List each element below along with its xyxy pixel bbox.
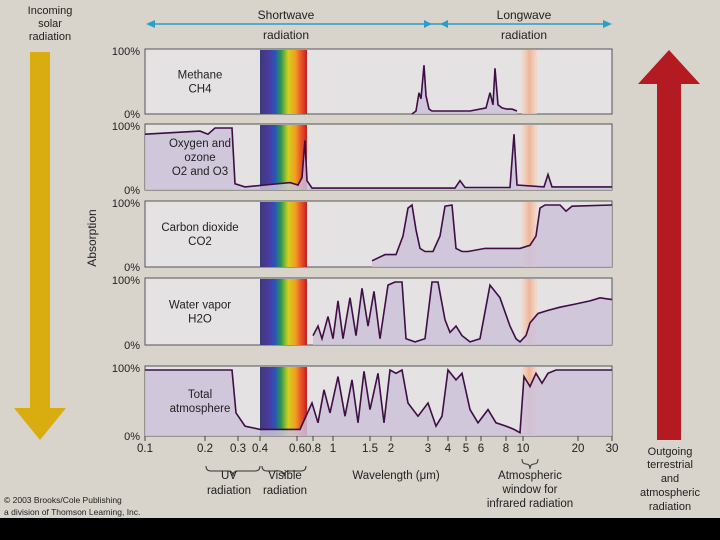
- x-tick-label: 6: [478, 443, 484, 455]
- window-label-2: window for: [502, 484, 558, 496]
- x-tick-label: 3: [425, 443, 431, 455]
- panel-label-line: Water vapor: [169, 300, 231, 312]
- absorption-curve: [371, 203, 613, 262]
- panel-water-vapor: 100% 0% Water vapor H2O: [112, 275, 613, 352]
- visible-spectrum-band: [260, 125, 307, 190]
- percent-100-label: 100%: [112, 121, 140, 133]
- atmospheric-window-band: [522, 50, 537, 114]
- incoming-label-3: radiation: [29, 31, 71, 43]
- percent-0-label: 0%: [124, 431, 140, 443]
- x-tick-label: 0.2: [197, 443, 213, 455]
- copyright-line-2: a division of Thomson Learning, Inc.: [4, 507, 140, 517]
- x-tick-label: 0.8: [305, 443, 321, 455]
- copyright-line-1: © 2003 Brooks/Cole Publishing: [4, 495, 122, 505]
- x-axis-ticks: 0.1 0.2 0.3 0.4 0.6 0.8 1 1.5 2 3 4 5 6 8 10 20 30: [137, 436, 618, 455]
- visible-spectrum-band: [260, 367, 307, 436]
- outgoing-radiation-arrow: [638, 50, 700, 440]
- longwave-label-1: Longwave: [497, 8, 552, 22]
- percent-0-label: 0%: [124, 185, 140, 197]
- wavelength-axis-label: Wavelength (μm): [352, 470, 440, 482]
- window-label-3: infrared radiation: [487, 498, 573, 510]
- absorption-area: [145, 370, 612, 436]
- incoming-solar-arrow: [14, 52, 66, 440]
- bottom-black-bar: [0, 518, 720, 540]
- panel-frame: [144, 48, 613, 115]
- outgoing-label-2: terrestrial: [647, 459, 693, 471]
- panel-methane: 100% 0% Methane CH4: [112, 46, 613, 121]
- visible-spectrum-band: [260, 202, 307, 267]
- visible-label-1: Visible: [268, 470, 302, 482]
- uv-label-2: radiation: [207, 485, 251, 497]
- x-tick-label: 30: [606, 443, 619, 455]
- percent-0-label: 0%: [124, 109, 140, 121]
- outgoing-label-5: radiation: [649, 501, 691, 513]
- outgoing-label-4: atmospheric: [640, 487, 700, 499]
- panel-label-line: Total: [188, 389, 212, 401]
- panel-label-line: atmosphere: [170, 403, 231, 415]
- visible-spectrum-band: [260, 50, 307, 114]
- x-tick-label: 10: [517, 443, 530, 455]
- longwave-label-2: radiation: [501, 28, 547, 42]
- x-tick-label: 0.3: [230, 443, 246, 455]
- x-tick-label: 0.6: [289, 443, 305, 455]
- absorption-curve: [145, 368, 612, 435]
- x-tick-label: 1: [330, 443, 336, 455]
- panel-label-line: H2O: [188, 314, 212, 326]
- outgoing-label-1: Outgoing: [648, 446, 693, 458]
- visible-label-2: radiation: [263, 485, 307, 497]
- incoming-label-2: solar: [38, 18, 62, 30]
- percent-100-label: 100%: [112, 198, 140, 210]
- uv-label-1: UV: [221, 470, 237, 482]
- panel-label-line: ozone: [184, 152, 215, 164]
- percent-0-label: 0%: [124, 262, 140, 274]
- panel-label-line: CO2: [188, 236, 212, 248]
- panel-label-line: CH4: [188, 84, 212, 96]
- panel-oxygen-ozone: 100% 0% Oxygen and ozone O2 and O3: [112, 121, 613, 197]
- panel-label-line: Carbon dioxide: [161, 222, 238, 234]
- uv-brace: [205, 465, 261, 477]
- x-tick-label: 1.5: [362, 443, 378, 455]
- panel-label-line: Methane: [178, 70, 223, 82]
- window-brace: [521, 458, 539, 470]
- panel-label-line: O2 and O3: [172, 166, 228, 178]
- x-tick-label: 8: [503, 443, 509, 455]
- y-axis-label: Absorption: [85, 209, 99, 266]
- incoming-label-1: Incoming: [28, 5, 73, 17]
- absorption-curve: [312, 281, 613, 343]
- x-tick-label: 2: [388, 443, 394, 455]
- x-tick-label: 5: [463, 443, 469, 455]
- percent-100-label: 100%: [112, 46, 140, 58]
- panel-total-atmosphere: 100% 0% Total atmosphere: [112, 363, 613, 443]
- atmospheric-window-band: [522, 125, 537, 190]
- percent-100-label: 100%: [112, 363, 140, 375]
- x-tick-label: 0.4: [252, 443, 269, 455]
- window-label-1: Atmospheric: [498, 470, 562, 482]
- absorption-area: [313, 282, 612, 345]
- absorption-area: [412, 65, 517, 114]
- panel-carbon-dioxide: 100% 0% Carbon dioxide CO2: [112, 198, 613, 274]
- visible-spectrum-band: [260, 279, 307, 345]
- x-tick-label: 0.1: [137, 443, 153, 455]
- percent-0-label: 0%: [124, 340, 140, 352]
- percent-100-label: 100%: [112, 275, 140, 287]
- outgoing-label-3: and: [661, 473, 679, 485]
- x-tick-label: 4: [445, 443, 452, 455]
- x-tick-label: 20: [572, 443, 585, 455]
- panel-label-line: Oxygen and: [169, 138, 231, 150]
- visible-brace: [261, 465, 307, 477]
- shortwave-longwave-arrow: [146, 20, 612, 28]
- absorption-curve: [411, 65, 518, 115]
- absorption-area: [145, 128, 612, 190]
- absorption-curve: [144, 127, 612, 189]
- shortwave-label-1: Shortwave: [258, 8, 315, 22]
- shortwave-label-2: radiation: [263, 28, 309, 42]
